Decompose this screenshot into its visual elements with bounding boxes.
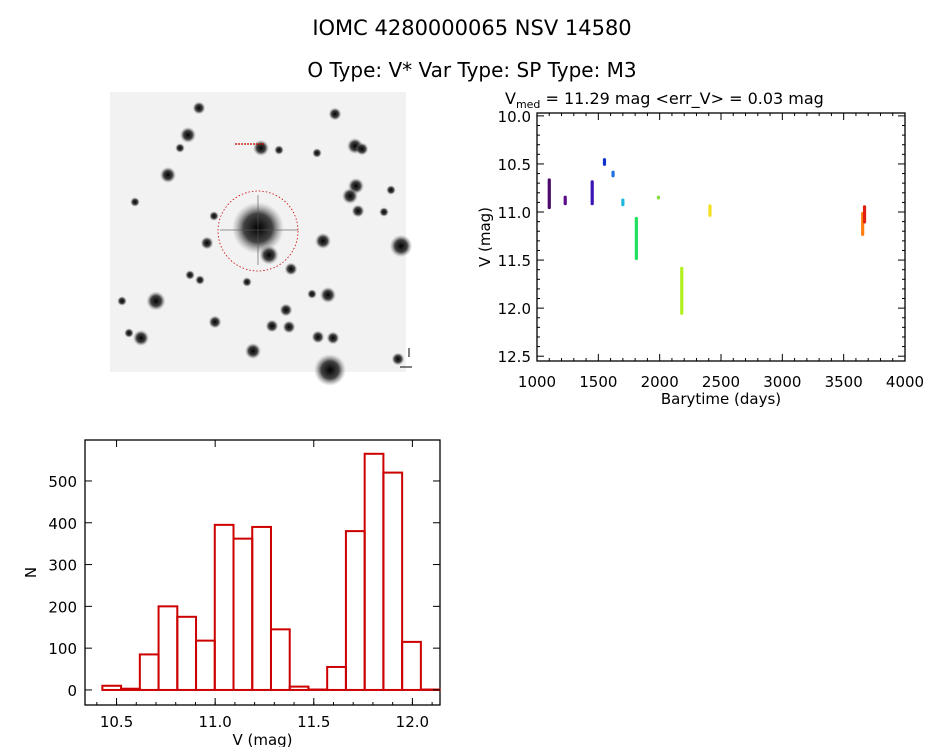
star: [208, 315, 222, 329]
star: [315, 233, 331, 249]
x-tick-label: 3500: [825, 373, 863, 391]
plot-frame: [84, 439, 441, 706]
y-tick-label: 0: [67, 682, 77, 700]
data-point-cluster: [611, 170, 615, 178]
star: [180, 127, 196, 143]
star: [117, 296, 127, 306]
histogram-bar: [401, 640, 422, 691]
figure-title: IOMC 4280000065 NSV 14580: [312, 16, 632, 40]
histogram-bar: [101, 684, 123, 691]
x-axis-label: Barytime (days): [661, 390, 781, 408]
data-point-cluster: [708, 204, 712, 217]
star: [242, 277, 252, 287]
histogram-bar: [120, 687, 141, 691]
star: [124, 328, 134, 338]
data-point-cluster: [680, 266, 684, 315]
x-tick-label: 1500: [579, 373, 617, 391]
data-point-cluster: [862, 205, 867, 224]
star: [284, 262, 298, 276]
star: [328, 107, 342, 121]
star: [200, 236, 214, 250]
star: [146, 291, 166, 311]
histogram-bar: [176, 615, 198, 691]
x-tick-label: 11.5: [297, 713, 330, 731]
star: [379, 207, 389, 217]
star: [311, 330, 325, 344]
star: [312, 148, 322, 158]
histogram-bar: [344, 530, 366, 691]
star: [245, 343, 261, 359]
histogram-bar: [195, 639, 216, 691]
star: [192, 101, 206, 115]
histogram-bar: [138, 653, 160, 691]
plot-title: Vmed = 11.29 mag <err_V> = 0.03 mag: [505, 89, 824, 111]
star: [282, 320, 296, 334]
histogram-bar: [269, 628, 291, 691]
data-point-cluster: [621, 198, 625, 207]
histogram-bar: [288, 685, 310, 691]
x-axis-label: V (mag): [232, 731, 292, 747]
figure-subtitle: O Type: V* Var Type: SP Type: M3: [307, 58, 637, 82]
y-tick-label: 12.0: [498, 300, 531, 318]
star: [307, 289, 317, 299]
x-tick-label: 1000: [518, 373, 556, 391]
star: [386, 185, 396, 195]
histogram-bar: [232, 537, 254, 691]
x-tick-label: 2500: [702, 373, 740, 391]
y-tick-label: 11.0: [498, 204, 531, 222]
star: [320, 287, 336, 303]
y-tick-label: 500: [48, 473, 77, 491]
histogram-bar: [251, 525, 272, 691]
data-point-cluster: [547, 178, 551, 210]
star: [160, 167, 176, 183]
x-tick-label: 10.5: [100, 713, 133, 731]
y-axis-label: N: [22, 567, 40, 578]
star: [279, 303, 293, 317]
star: [265, 319, 279, 333]
star: [391, 352, 405, 366]
x-tick-label: 12.0: [396, 713, 429, 731]
y-tick-label: 11.5: [498, 252, 531, 270]
histogram-bar: [382, 471, 404, 691]
target-circle: [217, 190, 299, 272]
star: [351, 204, 365, 218]
star: [195, 275, 205, 285]
histogram-bar: [326, 665, 347, 691]
x-tick-label: 3000: [763, 373, 801, 391]
star: [185, 270, 195, 280]
data-point-cluster: [656, 195, 661, 200]
histogram-bar: [363, 452, 385, 691]
star: [326, 331, 340, 345]
y-tick-label: 300: [48, 557, 77, 575]
y-tick-label: 400: [48, 515, 77, 533]
data-point-cluster: [602, 158, 607, 166]
star: [133, 330, 149, 346]
histogram-bar: [157, 605, 179, 691]
star: [389, 234, 413, 258]
star: [314, 354, 346, 386]
star: [355, 142, 369, 156]
y-tick-label: 10.5: [498, 156, 531, 174]
y-axis-label: V (mag): [476, 207, 494, 267]
y-tick-label: 200: [48, 598, 77, 616]
star: [274, 145, 284, 155]
star: [130, 197, 140, 207]
y-tick-label: 12.5: [498, 348, 531, 366]
star: [342, 188, 358, 204]
y-tick-label: 100: [48, 640, 77, 658]
y-tick-label: 10.0: [498, 108, 531, 126]
x-tick-label: 11.0: [198, 713, 231, 731]
data-point-cluster: [634, 216, 638, 261]
data-point-cluster: [563, 195, 567, 206]
star: [175, 143, 185, 153]
x-tick-label: 2000: [641, 373, 679, 391]
star: [209, 211, 219, 221]
x-tick-label: 4000: [886, 373, 924, 391]
histogram-bar: [213, 523, 235, 691]
data-point-cluster: [590, 180, 594, 206]
